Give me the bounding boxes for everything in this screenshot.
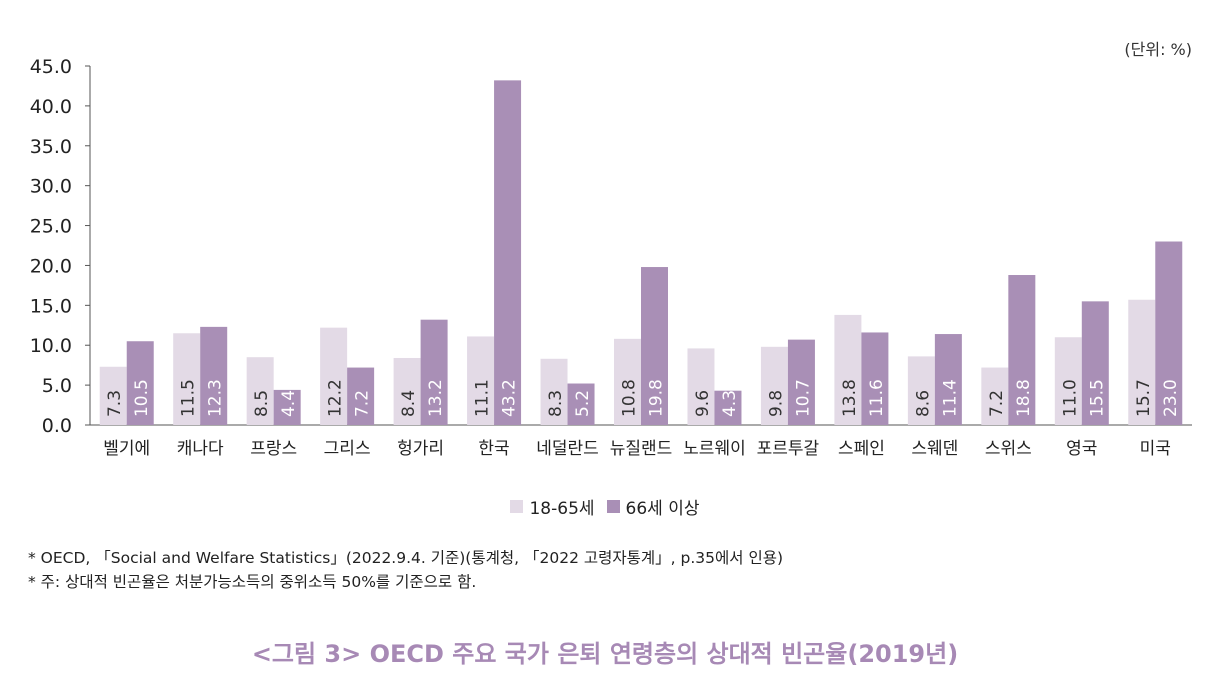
data-label: 13.2 bbox=[426, 379, 446, 417]
bar-series1 bbox=[467, 336, 495, 425]
bar-series2 bbox=[347, 367, 375, 425]
data-label: 7.2 bbox=[987, 390, 1007, 417]
unit-label: (단위: %) bbox=[1124, 40, 1192, 59]
bar-series1 bbox=[393, 357, 421, 425]
data-label: 10.7 bbox=[793, 379, 813, 417]
bar-series1 bbox=[760, 346, 788, 425]
data-label: 8.3 bbox=[546, 390, 566, 417]
x-tick-label: 프랑스 bbox=[250, 439, 297, 459]
data-label: 9.6 bbox=[693, 390, 713, 417]
data-label: 11.1 bbox=[473, 379, 493, 417]
data-label: 10.5 bbox=[132, 379, 152, 417]
legend: 18-65세 66세 이상 bbox=[0, 494, 1210, 519]
y-tick-label: 0.0 bbox=[42, 415, 72, 437]
data-label: 8.4 bbox=[399, 390, 419, 417]
bar-series1 bbox=[1054, 337, 1082, 425]
x-tick-label: 스페인 bbox=[838, 439, 885, 459]
x-tick-label: 한국 bbox=[478, 439, 509, 459]
x-tick-label: 뉴질랜드 bbox=[610, 439, 673, 459]
bar-series2 bbox=[200, 326, 228, 425]
bar-series2 bbox=[567, 383, 595, 425]
bar-series2 bbox=[641, 267, 668, 425]
bar-series1 bbox=[99, 366, 127, 425]
data-label: 12.2 bbox=[326, 379, 346, 417]
data-label: 15.7 bbox=[1134, 379, 1154, 417]
bar-series1 bbox=[687, 348, 715, 425]
notes: * OECD, 「Social and Welfare Statistics」(… bbox=[28, 546, 783, 594]
bar-series1 bbox=[246, 357, 274, 425]
legend-label-series2: 66세 이상 bbox=[625, 499, 700, 519]
y-tick-label: 35.0 bbox=[30, 136, 72, 158]
x-tick-label: 영국 bbox=[1066, 439, 1097, 459]
data-label: 7.2 bbox=[353, 390, 373, 417]
y-tick-label: 30.0 bbox=[30, 176, 72, 198]
bar-series1 bbox=[173, 333, 201, 425]
bar-series2 bbox=[494, 80, 522, 426]
note-source: * OECD, 「Social and Welfare Statistics」(… bbox=[28, 549, 784, 567]
bar-series1 bbox=[1128, 299, 1156, 425]
legend-item-series2: 66세 이상 bbox=[606, 494, 700, 519]
data-label: 4.3 bbox=[720, 390, 740, 417]
legend-swatch-series2 bbox=[606, 500, 620, 513]
data-label: 5.2 bbox=[573, 390, 593, 417]
bar-series2 bbox=[126, 341, 154, 425]
x-tick-label: 캐나다 bbox=[177, 439, 224, 459]
x-tick-label: 스웨덴 bbox=[911, 439, 958, 459]
data-label: 10.8 bbox=[620, 379, 640, 417]
y-tick-label: 15.0 bbox=[30, 295, 72, 317]
legend-swatch-series1 bbox=[510, 500, 524, 513]
data-label: 13.8 bbox=[840, 379, 860, 417]
bar-series2 bbox=[420, 319, 448, 425]
legend-label-series1: 18-65세 bbox=[529, 499, 595, 519]
data-label: 23.0 bbox=[1161, 379, 1181, 417]
legend-item-series1: 18-65세 bbox=[510, 494, 595, 519]
data-label: 11.5 bbox=[179, 379, 199, 417]
x-tick-label: 노르웨이 bbox=[683, 439, 746, 459]
x-tick-label: 스위스 bbox=[985, 439, 1032, 459]
bar-series2 bbox=[787, 339, 815, 425]
x-tick-label: 네덜란드 bbox=[536, 439, 599, 459]
x-tick-label: 벨기에 bbox=[103, 439, 150, 459]
data-label: 12.3 bbox=[206, 379, 226, 417]
x-tick-label: 그리스 bbox=[324, 439, 371, 459]
bar-series1 bbox=[834, 314, 862, 425]
note-definition: * 주: 상대적 빈곤율은 처분가능소득의 중위소득 50%를 기준으로 함. bbox=[28, 573, 477, 591]
y-tick-label: 5.0 bbox=[42, 375, 72, 397]
x-tick-label: 미국 bbox=[1140, 439, 1171, 459]
bar-series2 bbox=[934, 334, 962, 425]
bar-series2 bbox=[1008, 275, 1036, 425]
data-label: 11.6 bbox=[867, 379, 887, 417]
data-label: 43.2 bbox=[500, 379, 520, 417]
bar-series2 bbox=[861, 332, 889, 425]
bar-series2 bbox=[273, 389, 301, 425]
data-label: 11.0 bbox=[1060, 379, 1080, 417]
x-tick-label: 헝가리 bbox=[397, 439, 444, 459]
data-label: 8.6 bbox=[913, 390, 933, 417]
bar-series2 bbox=[1155, 241, 1183, 425]
data-label: 4.4 bbox=[279, 390, 299, 417]
bar-series1 bbox=[540, 358, 568, 425]
y-tick-label: 10.0 bbox=[30, 335, 72, 357]
y-tick-label: 40.0 bbox=[30, 96, 72, 118]
y-tick-label: 20.0 bbox=[30, 255, 72, 277]
data-label: 15.5 bbox=[1087, 379, 1107, 417]
x-tick-label: 포르투갈 bbox=[757, 439, 820, 459]
y-tick-label: 45.0 bbox=[30, 56, 72, 78]
bar-series1 bbox=[981, 367, 1009, 425]
data-label: 7.3 bbox=[105, 390, 125, 417]
data-label: 8.5 bbox=[252, 390, 272, 417]
data-label: 18.8 bbox=[1014, 379, 1034, 417]
bar-series1 bbox=[320, 327, 348, 425]
figure-caption: <그림 3> OECD 주요 국가 은퇴 연령층의 상대적 빈곤율(2019년) bbox=[251, 640, 959, 668]
bar-series1 bbox=[614, 338, 641, 425]
data-label: 19.8 bbox=[647, 379, 667, 417]
bar-chart: 0.0 5.0 10.0 15.0 20.0 25.0 30.0 35.0 40.0 45.0 벨기… bbox=[30, 56, 1192, 459]
y-tick-label: 25.0 bbox=[30, 216, 72, 238]
bar-series2 bbox=[1081, 301, 1109, 425]
bar-series2 bbox=[714, 390, 742, 425]
data-label: 11.4 bbox=[940, 379, 960, 417]
bar-series1 bbox=[907, 356, 935, 425]
data-label: 9.8 bbox=[766, 390, 786, 417]
